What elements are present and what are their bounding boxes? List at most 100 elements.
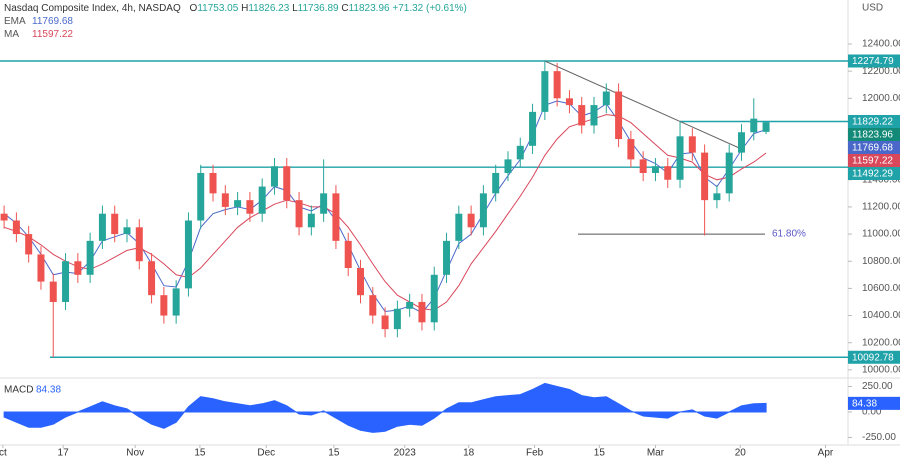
candle-body: [123, 227, 131, 235]
y-tick-label: 12200.00: [862, 66, 900, 77]
candle-body: [651, 166, 659, 173]
x-tick-label: 15: [328, 448, 340, 459]
candle-body: [258, 186, 266, 214]
candle-body: [676, 136, 684, 180]
price-label: 11829.22: [852, 117, 893, 128]
currency-label: USD: [862, 3, 883, 14]
y-tick-label: 10200.00: [862, 337, 900, 348]
candle-body: [688, 136, 696, 153]
price-label: 11492.29: [852, 169, 893, 180]
x-tick-label: 18: [463, 448, 475, 459]
candle-body: [37, 254, 45, 282]
candle-body: [602, 91, 610, 106]
candle-body: [443, 240, 451, 275]
header-row: Nasdaq Composite Index, 4h, NASDAQ O1175…: [4, 2, 467, 15]
y-tick-label: 250.00: [862, 381, 893, 392]
candle-body: [504, 159, 512, 173]
indicator-value: 11597.22: [32, 29, 73, 40]
y-tick-label: 11000.00: [862, 229, 900, 240]
macd-value: 84.38: [36, 385, 61, 396]
y-tick-label: 0.00: [862, 407, 882, 418]
candle-body: [62, 261, 70, 302]
indicator-value: 11769.68: [32, 16, 73, 27]
candle-body: [283, 166, 291, 201]
candle-body: [295, 200, 303, 228]
change: +71.32 (+0.61%): [392, 3, 467, 14]
candle-body: [492, 172, 500, 194]
candle-body: [565, 98, 573, 106]
candle-body: [49, 281, 57, 302]
price-label-box: [848, 153, 900, 167]
y-tick-label: 10800.00: [862, 256, 900, 267]
price-label: 11769.68: [852, 143, 893, 154]
candle-body: [0, 213, 8, 221]
x-tick-label: Mar: [647, 448, 665, 459]
candle-body: [590, 105, 598, 126]
x-tick-label: Feb: [526, 448, 544, 459]
price-label-box: [848, 350, 900, 364]
macd-name: MACD: [4, 385, 33, 396]
candle-body: [234, 200, 242, 207]
candle-body: [221, 193, 229, 207]
candle-body: [135, 227, 143, 262]
candle-body: [184, 220, 192, 289]
x-tick-label: ct: [0, 448, 7, 459]
price-label-box: [848, 166, 900, 180]
candle-body: [12, 220, 20, 235]
ohlc-label: L: [292, 3, 298, 14]
x-tick-label: 15: [194, 448, 206, 459]
candle-body: [197, 172, 205, 221]
candle-body: [737, 132, 745, 153]
x-tick-label: Apr: [818, 448, 834, 459]
candle-body: [713, 193, 721, 201]
chart-title: Nasdaq Composite Index, 4h, NASDAQ: [4, 3, 181, 14]
price-label: 11823.96: [852, 130, 893, 141]
x-tick-label: Dec: [257, 448, 275, 459]
candle-body: [357, 268, 365, 296]
y-tick-label: 10400.00: [862, 310, 900, 321]
y-tick-label: 10600.00: [862, 283, 900, 294]
price-label-box: [848, 114, 900, 128]
candle-body: [750, 118, 758, 133]
candle-body: [529, 111, 537, 146]
y-tick-label: 12000.00: [862, 93, 900, 104]
x-tick-label: 17: [58, 448, 70, 459]
candle-body: [541, 71, 549, 112]
price-label-box: [848, 54, 900, 68]
legend: Nasdaq Composite Index, 4h, NASDAQ O1175…: [4, 2, 467, 41]
candle-body: [86, 240, 94, 275]
candle-body: [25, 234, 33, 255]
indicator-line: [3, 114, 767, 311]
candle-body: [344, 240, 352, 269]
candle-body: [160, 295, 168, 316]
fib-label: 61.80%: [772, 229, 806, 240]
candle-body: [418, 301, 426, 323]
candle-body: [209, 172, 217, 194]
indicator-row: EMA 11769.68: [4, 15, 467, 28]
indicator-row: MA 11597.22: [4, 28, 467, 41]
y-tick-label: 12400.00: [862, 39, 900, 50]
ohlc-label: O: [189, 3, 198, 14]
candle-body: [578, 105, 586, 126]
candle-body: [369, 295, 377, 316]
ohlc-label: C: [341, 3, 349, 14]
price-label-box: [848, 127, 900, 141]
y-tick-label: -250.00: [862, 432, 896, 443]
x-tick-label: 20: [735, 448, 747, 459]
ohlc-value: 11826.23: [248, 3, 290, 14]
y-tick-label: 10000.00: [862, 364, 900, 375]
candle-body: [615, 91, 623, 140]
candle-body: [430, 274, 438, 323]
candle-body: [639, 159, 647, 173]
candle-body: [455, 213, 463, 241]
candle-body: [406, 301, 414, 309]
candle-body: [701, 152, 709, 201]
ohlc-label: H: [241, 3, 249, 14]
ohlc-value: 11753.05: [197, 3, 239, 14]
price-label: 12274.79: [852, 56, 894, 67]
ohlc-value: 11823.96: [348, 3, 390, 14]
candle-body: [664, 166, 672, 180]
candle-body: [553, 71, 561, 99]
indicator-name: EMA: [4, 16, 26, 27]
